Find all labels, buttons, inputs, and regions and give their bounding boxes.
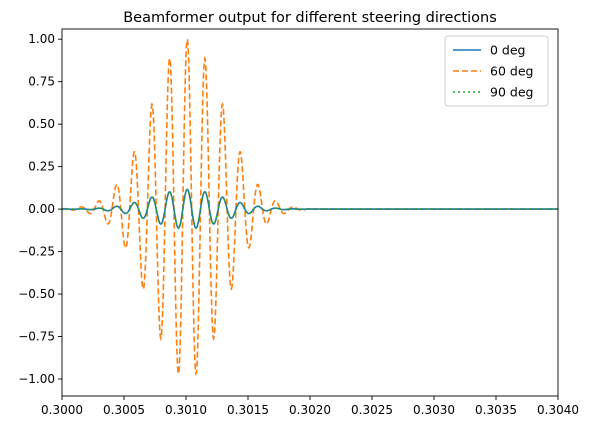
y-tick-label: −0.75 bbox=[18, 330, 55, 344]
x-tick-label: 0.3020 bbox=[289, 403, 331, 417]
legend-label: 0 deg bbox=[490, 43, 526, 58]
x-tick-label: 0.3025 bbox=[351, 403, 393, 417]
chart-title: Beamformer output for different steering… bbox=[123, 10, 497, 26]
x-tick-label: 0.3010 bbox=[165, 403, 207, 417]
series-line-90-deg bbox=[62, 188, 558, 229]
x-tick-label: 0.3040 bbox=[537, 403, 579, 417]
y-tick-label: 0.25 bbox=[28, 160, 55, 174]
legend: 0 deg 60 deg 90 deg bbox=[444, 35, 549, 107]
x-tick-label: 0.3000 bbox=[41, 403, 83, 417]
y-tick-label: 1.00 bbox=[28, 32, 55, 46]
x-tick-label: 0.3015 bbox=[227, 403, 269, 417]
x-tick-label: 0.3035 bbox=[475, 403, 517, 417]
y-tick-label: −0.50 bbox=[18, 287, 55, 301]
y-tick-label: −1.00 bbox=[18, 372, 55, 386]
legend-label: 60 deg bbox=[490, 64, 533, 79]
x-tick-label: 0.3030 bbox=[413, 403, 455, 417]
y-tick-label: 0.00 bbox=[28, 202, 55, 216]
legend-box bbox=[444, 35, 549, 107]
x-tick-label: 0.3005 bbox=[103, 403, 145, 417]
axes: 0.3000 0.3005 0.3010 0.3015 0.3020 0.3025 0.30… bbox=[18, 28, 579, 417]
y-tick-label: 0.50 bbox=[28, 117, 55, 131]
y-tick-label: 0.75 bbox=[28, 75, 55, 89]
legend-label: 90 deg bbox=[490, 85, 533, 100]
plot-area bbox=[62, 38, 558, 376]
y-tick-label: −0.25 bbox=[18, 245, 55, 259]
